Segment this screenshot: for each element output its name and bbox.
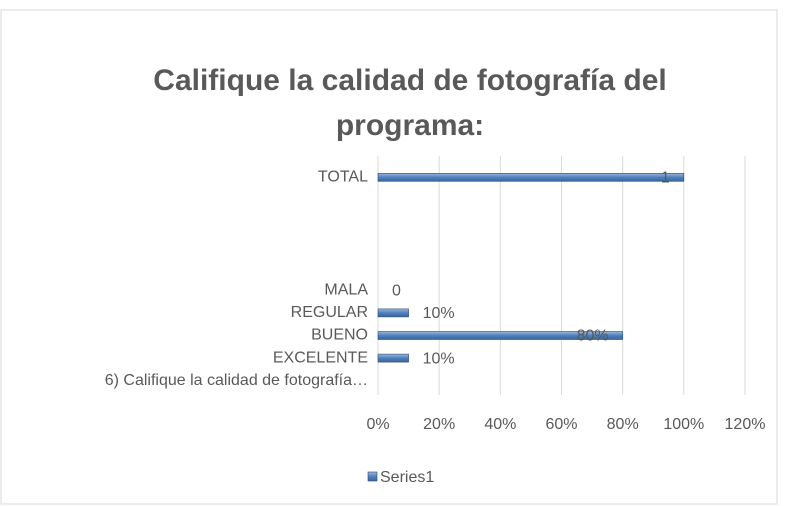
- bar: [377, 353, 409, 363]
- bar: [377, 173, 685, 182]
- bar: [377, 308, 409, 318]
- data-label: 10%: [423, 350, 455, 367]
- data-label: 1: [661, 170, 670, 187]
- chart-title: Califique la calidad de fotografía del p…: [153, 64, 667, 142]
- x-tick-label: 20%: [423, 416, 455, 433]
- y-tick-label: MALA: [324, 282, 368, 299]
- x-tick-label: 0%: [366, 416, 389, 433]
- x-tick-label: 100%: [663, 416, 704, 433]
- y-tick-label: EXCELENTE: [273, 349, 368, 366]
- y-tick-label: REGULAR: [291, 304, 368, 321]
- y-tick-label: TOTAL: [318, 169, 368, 186]
- chart-border: [0, 9, 778, 505]
- data-label: 80%: [577, 328, 609, 345]
- legend-swatch: [367, 471, 378, 482]
- bar: [377, 331, 623, 340]
- x-tick-label: 60%: [545, 416, 577, 433]
- y-tick-label: 6) Califique la calidad de fotografía…: [105, 372, 368, 389]
- data-label: 0: [392, 283, 401, 300]
- y-tick-label: BUENO: [311, 327, 368, 344]
- x-tick-label: 120%: [725, 416, 766, 433]
- x-tick-label: 40%: [484, 416, 516, 433]
- x-tick-label: 80%: [607, 416, 639, 433]
- legend-label: Series1: [380, 469, 434, 486]
- data-label: 10%: [423, 305, 455, 322]
